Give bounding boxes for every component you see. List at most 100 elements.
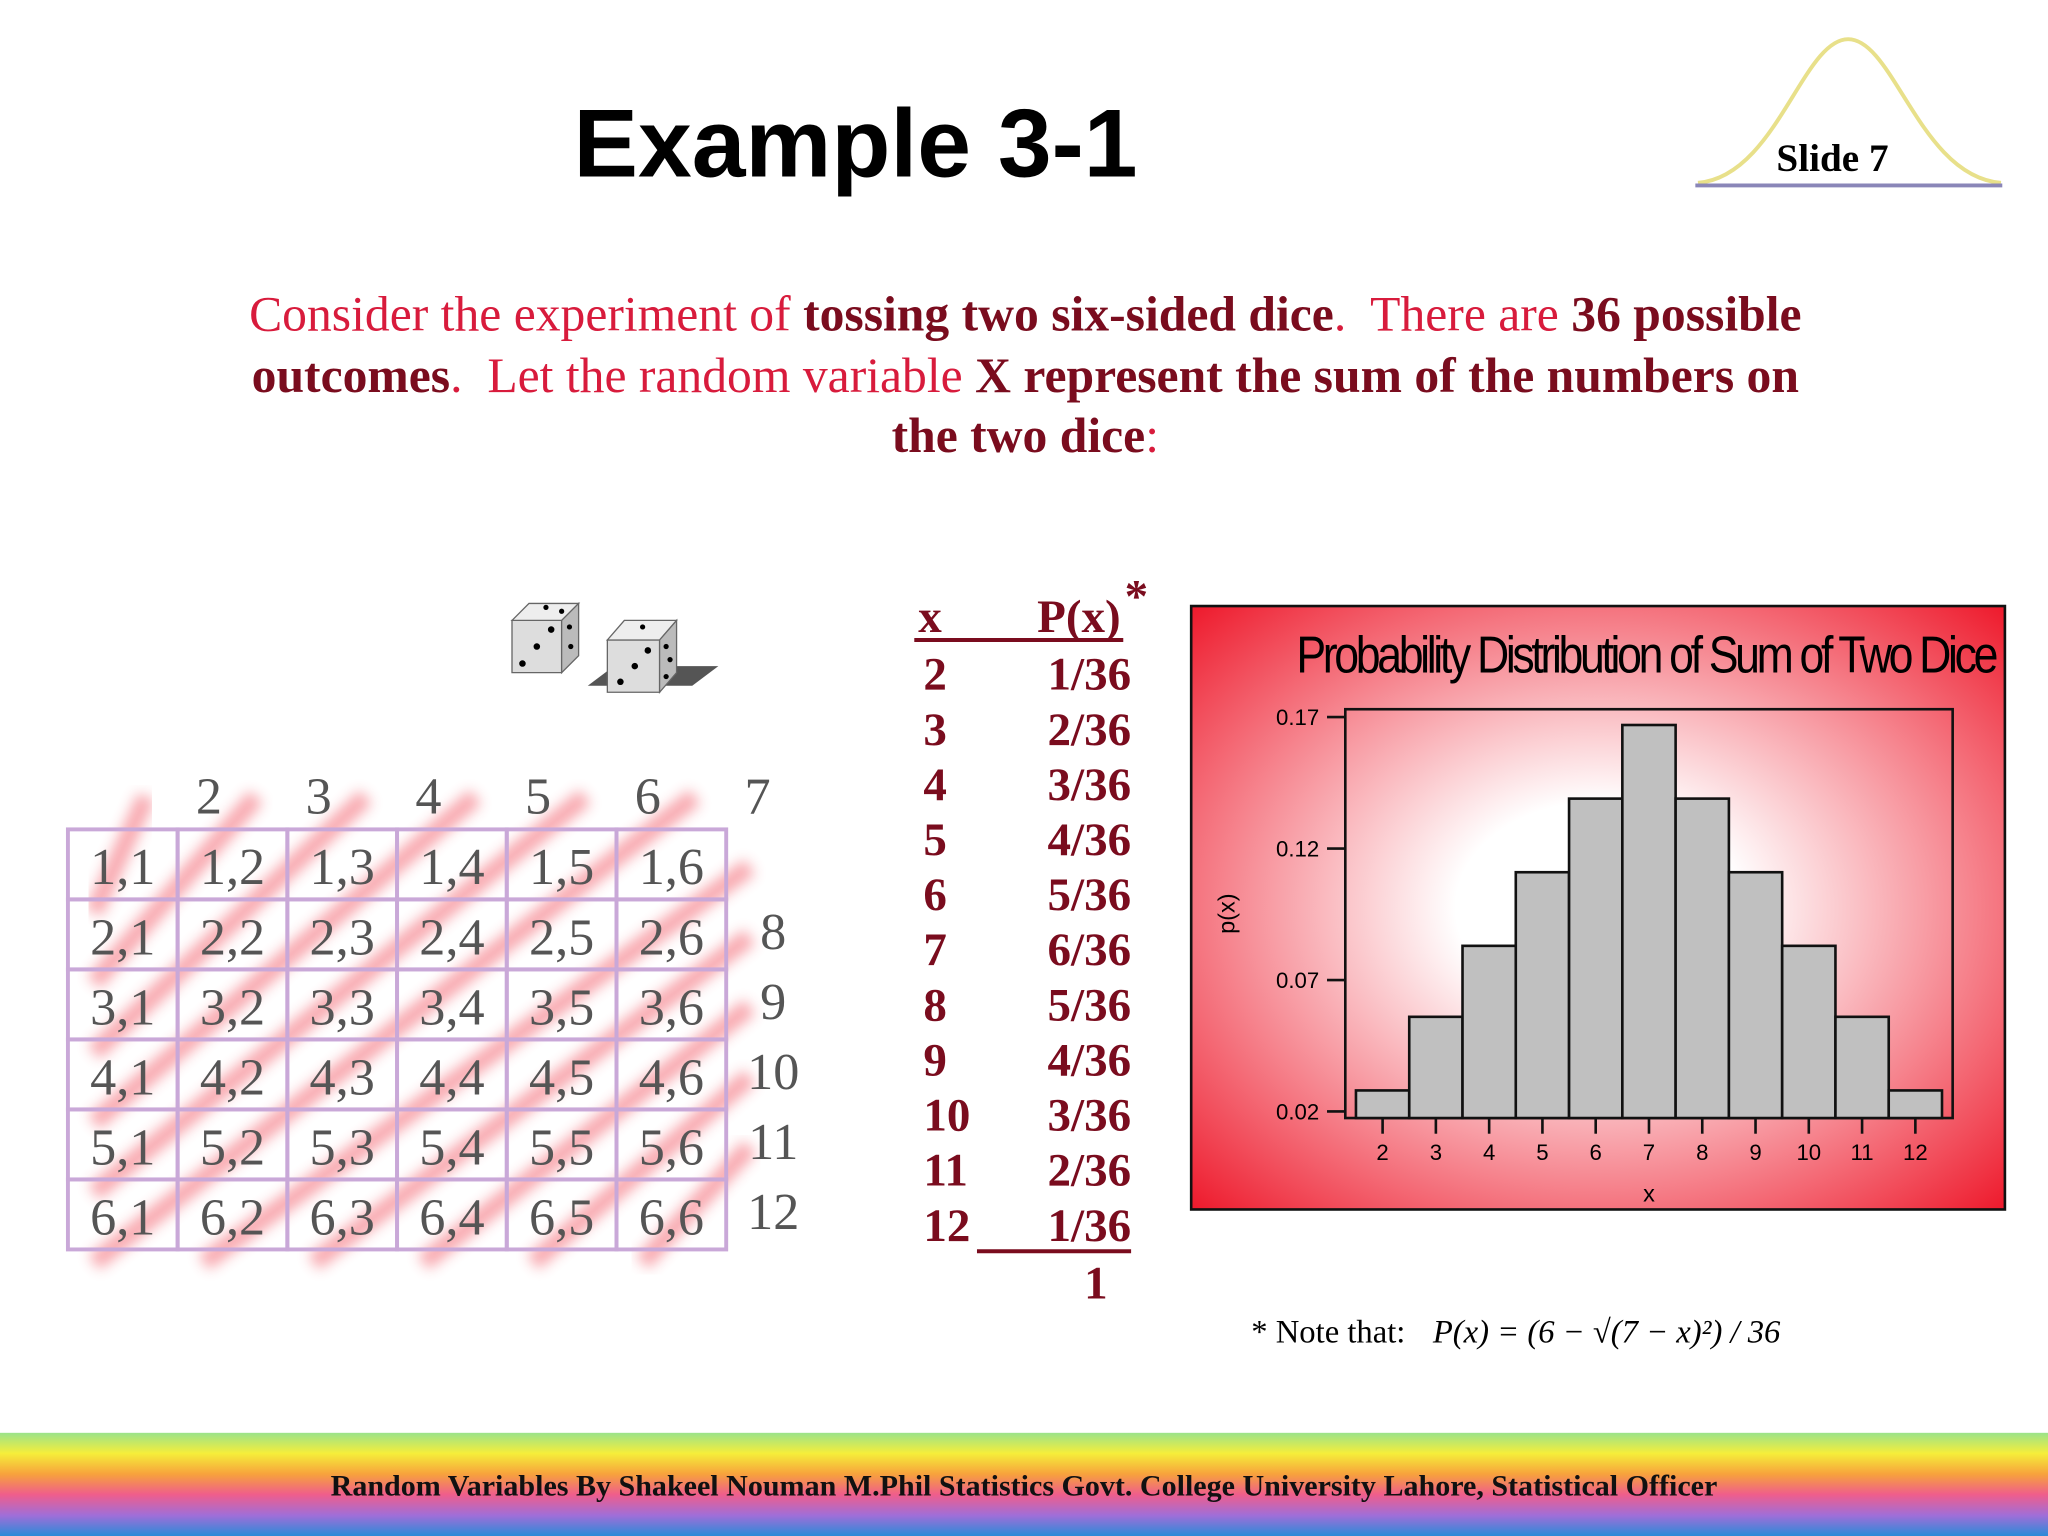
line: the two dice: bbox=[892, 408, 1159, 463]
x-tick-label: 6 bbox=[1590, 1140, 1602, 1165]
outcome: 4,4 bbox=[419, 1048, 484, 1106]
outcome-grid: 1,1 1,2 1,3 1,4 1,5 1,6 2,1 2,2 2,3 2,4 2,5 2,6 3,1 3… bbox=[65, 768, 799, 1270]
sum-label: 4 bbox=[415, 768, 441, 826]
outcome: 1,1 bbox=[90, 838, 155, 896]
x-tick-label: 11 bbox=[1851, 1140, 1874, 1165]
outcome: 6,5 bbox=[529, 1188, 594, 1246]
bar bbox=[1780, 944, 1837, 1120]
sum-label: 11 bbox=[748, 1113, 798, 1171]
x-tick-label: 10 bbox=[1796, 1140, 1821, 1165]
diagonal-shade bbox=[198, 859, 756, 1270]
x-value: 10 bbox=[923, 1090, 970, 1142]
outcome: 5,2 bbox=[200, 1118, 265, 1176]
y-tick-label: 0.12 bbox=[1276, 836, 1319, 861]
outcome: 3,3 bbox=[310, 978, 375, 1036]
x-tick-label: 4 bbox=[1483, 1140, 1495, 1165]
sum-label: 12 bbox=[747, 1183, 799, 1241]
line: outcomes. Let the random variable X repr… bbox=[252, 348, 1799, 403]
sum-label: 3 bbox=[306, 768, 332, 826]
outcome: 1,3 bbox=[310, 838, 375, 896]
diagonal-shade bbox=[635, 1140, 757, 1269]
x-value: 4 bbox=[923, 759, 947, 811]
bell-curve bbox=[1697, 37, 2002, 185]
chart: Probability Distribution of Sum of Two D… bbox=[1213, 627, 2000, 1207]
outcome: 1,2 bbox=[200, 838, 265, 896]
dice-icon bbox=[510, 601, 719, 694]
bar bbox=[1887, 1089, 1944, 1120]
probability-table: x P(x) * 2 1/36 3 2/36 4 3/36 5 4/36 6 5/36 7 6/36 8 5/3… bbox=[914, 570, 1148, 1309]
x-tick-label: 2 bbox=[1376, 1140, 1388, 1165]
sum-label: 9 bbox=[760, 973, 786, 1031]
diagonal-shade bbox=[87, 790, 372, 1060]
outcome: 6,3 bbox=[310, 1188, 375, 1246]
total: 1 bbox=[1084, 1257, 1108, 1309]
outcome: 6,2 bbox=[200, 1188, 265, 1246]
outcome: 4,5 bbox=[529, 1048, 594, 1106]
bar bbox=[1674, 797, 1731, 1120]
probability: 3/36 bbox=[1048, 759, 1132, 811]
text: . There are bbox=[1334, 286, 1571, 341]
sum-label: 7 bbox=[744, 768, 770, 826]
outcome: 1,4 bbox=[419, 838, 484, 896]
chart-title: Probability Distribution of Sum of Two D… bbox=[1296, 627, 1996, 685]
outcome: 1,5 bbox=[529, 838, 594, 896]
diagonal-shade bbox=[88, 789, 482, 1130]
x-value: 12 bbox=[923, 1200, 970, 1252]
header-mark: * bbox=[1125, 570, 1149, 622]
x-tick-label: 7 bbox=[1643, 1140, 1655, 1165]
sum-label: 6 bbox=[635, 768, 661, 826]
y-tick-label: 0.02 bbox=[1276, 1099, 1319, 1124]
footer: Random Variables By Shakeel Nouman M.Phi… bbox=[331, 1470, 1718, 1503]
title: Example 3-1 bbox=[573, 90, 1137, 197]
outcome: 2,6 bbox=[639, 908, 704, 966]
text: : bbox=[1145, 408, 1159, 463]
x-axis-label: x bbox=[1643, 1181, 1655, 1207]
text: . Let the random variable bbox=[450, 348, 975, 403]
sum-label: 2 bbox=[196, 768, 222, 826]
outcome: 4,3 bbox=[310, 1048, 375, 1106]
text: Consider the experiment of bbox=[249, 286, 803, 341]
table-header: x bbox=[918, 591, 942, 643]
bar bbox=[1407, 1015, 1464, 1120]
outcome: 3,5 bbox=[529, 978, 594, 1036]
outcome: 4,1 bbox=[90, 1048, 155, 1106]
bar bbox=[1727, 870, 1784, 1120]
outcome: 3,2 bbox=[200, 978, 265, 1036]
x-value: 8 bbox=[923, 979, 947, 1031]
diagonal-shade bbox=[417, 999, 756, 1270]
outcome: 6,1 bbox=[90, 1188, 155, 1246]
outcome: 2,5 bbox=[529, 908, 594, 966]
probability: 5/36 bbox=[1048, 979, 1132, 1031]
text: X represent the sum of the numbers on bbox=[975, 348, 1799, 403]
y-axis-label: p(x) bbox=[1213, 893, 1239, 933]
probability: 4/36 bbox=[1048, 814, 1132, 866]
x-value: 11 bbox=[923, 1145, 967, 1197]
x-tick-label: 8 bbox=[1696, 1140, 1708, 1165]
table-header: P(x) bbox=[1037, 591, 1121, 643]
x-tick-label: 9 bbox=[1749, 1140, 1761, 1165]
probability: 1/36 bbox=[1048, 649, 1132, 701]
bar bbox=[1621, 723, 1677, 1120]
outcome: 5,6 bbox=[639, 1118, 704, 1176]
probability: 3/36 bbox=[1048, 1090, 1132, 1142]
note-prefix: * Note that: bbox=[1251, 1315, 1405, 1351]
text: the two dice bbox=[892, 408, 1146, 463]
outcome: 4,2 bbox=[200, 1048, 265, 1106]
outcome: 3,1 bbox=[90, 978, 155, 1036]
outcome: 5,5 bbox=[529, 1118, 594, 1176]
outcome: 5,1 bbox=[90, 1118, 155, 1176]
bar bbox=[1834, 1015, 1891, 1120]
x-value: 9 bbox=[923, 1034, 947, 1086]
x-tick-label: 3 bbox=[1430, 1140, 1442, 1165]
outcome: 2,1 bbox=[90, 908, 155, 966]
x-value: 2 bbox=[923, 649, 947, 701]
probability: 5/36 bbox=[1048, 869, 1132, 921]
x-value: 5 bbox=[923, 814, 947, 866]
probability: 2/36 bbox=[1048, 1145, 1132, 1197]
bar bbox=[1461, 944, 1518, 1120]
outcome: 2,3 bbox=[310, 908, 375, 966]
sum-label: 5 bbox=[525, 768, 551, 826]
line: Consider the experiment of tossing two s… bbox=[249, 286, 1801, 341]
outcome: 4,6 bbox=[639, 1048, 704, 1106]
